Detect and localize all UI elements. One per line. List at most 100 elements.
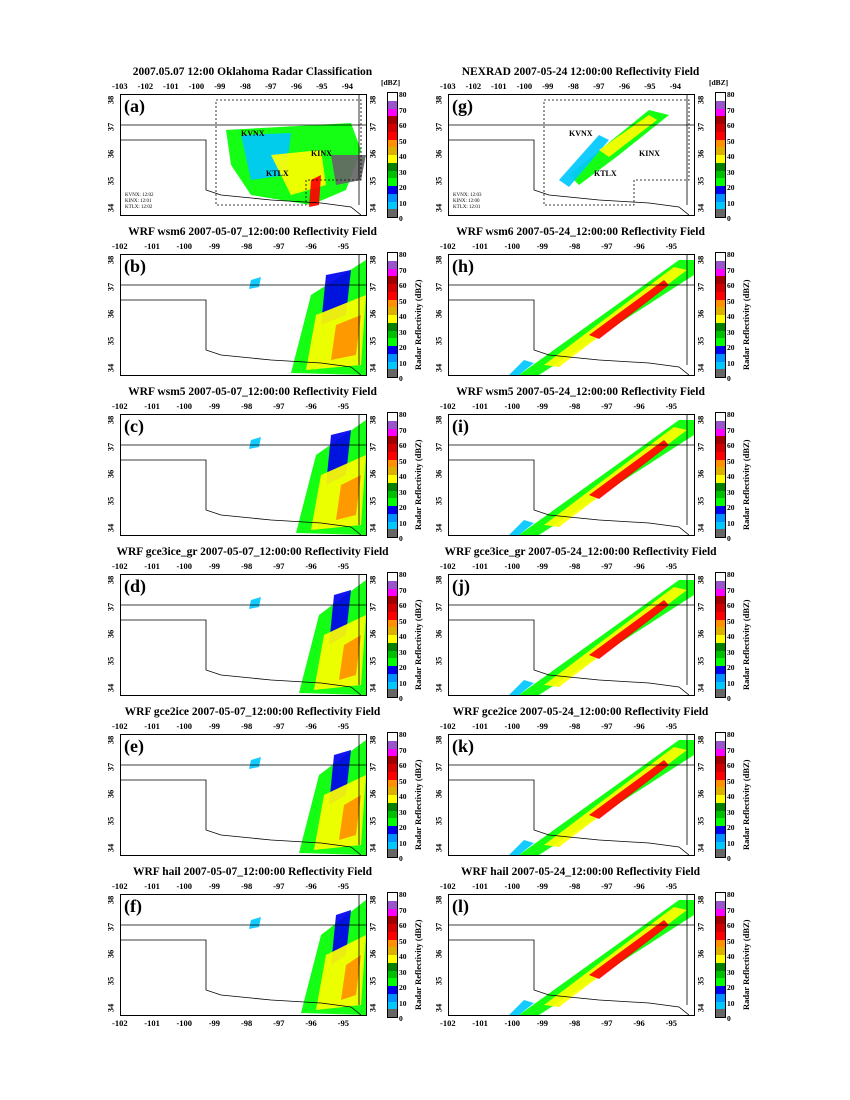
y-tick-right: 38 xyxy=(695,895,706,905)
colorbar-segment xyxy=(716,467,725,475)
colorbar xyxy=(715,732,726,858)
x-tick-bottom: -100 xyxy=(504,1018,521,1028)
y-tick-left: 38 xyxy=(105,735,116,745)
y-tick-left: 36 xyxy=(433,469,444,479)
x-tick-top: -97 xyxy=(593,81,605,91)
y-tick-right: 36 xyxy=(695,149,706,159)
colorbar-segment xyxy=(388,978,397,986)
x-tick-top: -102 xyxy=(440,721,456,731)
colorbar-tick: 40 xyxy=(399,792,407,801)
colorbar-segment xyxy=(388,260,397,269)
x-tick-top: -95 xyxy=(337,241,349,251)
panel-title-c: WRF wsm5 2007-05-07_12:00:00 Reflectivit… xyxy=(128,386,377,398)
colorbar-segment xyxy=(716,666,725,674)
colorbar-tick: 50 xyxy=(399,776,407,786)
colorbar-tick: 20 xyxy=(399,663,407,672)
colorbar-segment xyxy=(716,1009,725,1017)
colorbar-segment xyxy=(716,924,725,932)
colorbar-segment xyxy=(716,588,725,597)
colorbar-tick: 40 xyxy=(727,632,735,641)
colorbar-tick: 0 xyxy=(399,1014,403,1023)
colorbar-segment xyxy=(388,529,397,537)
x-tick-top: -101 xyxy=(144,401,160,411)
y-tick-left: 35 xyxy=(433,336,444,346)
y-tick-right: 35 xyxy=(695,176,706,186)
colorbar-tick: 40 xyxy=(727,152,735,161)
reflectivity-region xyxy=(589,280,669,339)
x-tick-top: -94 xyxy=(341,81,354,91)
colorbar-segment xyxy=(388,818,397,826)
colorbar-tick: 10 xyxy=(727,678,735,688)
colorbar-segment xyxy=(388,740,397,749)
y-tick-right: 37 xyxy=(695,122,706,132)
map-canvas xyxy=(121,255,366,375)
y-tick-left: 35 xyxy=(105,976,116,986)
colorbar-segment xyxy=(716,681,725,690)
colorbar-segment xyxy=(716,650,725,659)
map-canvas xyxy=(449,95,694,215)
colorbar-tick: 80 xyxy=(399,570,407,579)
colorbar-tick: 40 xyxy=(727,312,735,321)
colorbar-segment xyxy=(388,498,397,506)
colorbar-segment xyxy=(388,178,397,186)
colorbar-segment xyxy=(388,841,397,850)
y-tick-right: 37 xyxy=(695,602,706,612)
y-tick-right: 35 xyxy=(367,336,378,346)
colorbar-tick: 30 xyxy=(727,327,735,337)
x-tick-top: -97 xyxy=(265,81,277,91)
reflectivity-region xyxy=(309,175,321,207)
map-canvas xyxy=(449,575,694,695)
x-tick-top: -94 xyxy=(669,81,682,91)
colorbar-segment xyxy=(716,580,725,589)
y-tick-right: 34 xyxy=(695,843,706,853)
colorbar-tick: 60 xyxy=(727,761,735,770)
y-tick-left: 36 xyxy=(105,629,116,639)
colorbar-label: Radar Reflectivity (dBZ) xyxy=(741,599,751,691)
x-tick-top: -102 xyxy=(112,401,128,411)
y-tick-right: 38 xyxy=(367,95,378,105)
y-tick-left: 35 xyxy=(433,976,444,986)
colorbar-segment xyxy=(716,139,725,148)
state-boundary xyxy=(449,735,694,855)
colorbar-segment xyxy=(716,131,725,140)
reflectivity-region xyxy=(249,757,261,769)
colorbar-segment xyxy=(388,916,397,924)
y-tick-right: 35 xyxy=(695,496,706,506)
x-tick-top: -100 xyxy=(516,81,533,91)
colorbar-segment xyxy=(388,986,397,994)
y-tick-left: 37 xyxy=(433,922,444,932)
colorbar-tick: 0 xyxy=(399,214,403,223)
x-tick-top: -97 xyxy=(273,561,285,571)
x-tick-bottom: -97 xyxy=(273,1018,285,1028)
y-tick-left: 35 xyxy=(105,336,116,346)
colorbar xyxy=(715,572,726,698)
colorbar-tick: 80 xyxy=(399,250,407,259)
panel-title-j: WRF gce3ice_gr 2007-05-24_12:00:00 Refle… xyxy=(444,546,717,558)
colorbar-segment xyxy=(388,588,397,597)
colorbar-segment xyxy=(388,681,397,690)
x-tick-top: -98 xyxy=(240,241,253,251)
colorbar-tick: 10 xyxy=(727,838,735,848)
panel-letter-j: (j) xyxy=(451,576,471,596)
colorbar-segment xyxy=(716,162,725,171)
state-boundary xyxy=(449,575,694,695)
x-tick-top: -98 xyxy=(568,401,581,411)
x-tick-top: -99 xyxy=(208,401,221,411)
y-tick-right: 36 xyxy=(367,789,378,799)
x-tick-top: -99 xyxy=(536,401,549,411)
panel-title-d: WRF gce3ice_gr 2007-05-07_12:00:00 Refle… xyxy=(116,546,389,558)
colorbar-segment xyxy=(388,108,397,117)
colorbar-tick: 60 xyxy=(727,121,735,130)
colorbar-segment xyxy=(388,611,397,620)
scan-time: KTLX: 12:02 xyxy=(125,205,153,210)
colorbar-segment xyxy=(388,635,397,643)
y-tick-right: 36 xyxy=(367,629,378,639)
x-tick-top: -95 xyxy=(665,561,677,571)
reflectivity-region xyxy=(589,760,669,819)
state-boundary xyxy=(121,255,366,375)
colorbar-tick: 60 xyxy=(399,441,407,450)
colorbar-segment xyxy=(388,924,397,932)
y-tick-left: 36 xyxy=(433,149,444,159)
x-tick-top: -102 xyxy=(440,241,456,251)
colorbar-segment xyxy=(716,802,725,811)
